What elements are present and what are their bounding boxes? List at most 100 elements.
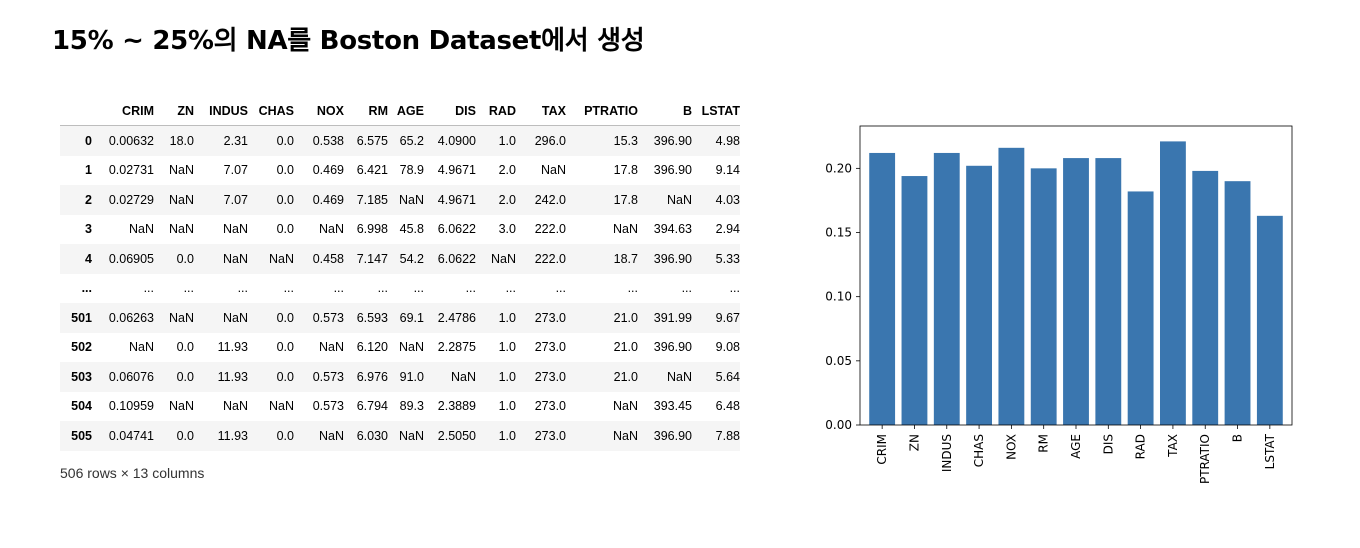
table-cell: NaN: [128, 340, 154, 355]
table-cell: ...: [729, 281, 740, 296]
table-cell: 6.575: [356, 133, 388, 148]
table-cell: 54.2: [399, 251, 424, 266]
table-cell: 21.0: [613, 369, 638, 384]
table-cell: 11.93: [217, 369, 248, 384]
table-cell: 2.3889: [437, 399, 476, 414]
table-cell: ...: [333, 281, 344, 296]
row-index: ...: [81, 281, 92, 296]
table-cell: NaN: [398, 192, 424, 207]
column-header: AGE: [388, 96, 424, 126]
table-cell: 2.31: [223, 133, 248, 148]
table-cell: 273.0: [534, 310, 566, 325]
chart-bar: [869, 152, 896, 426]
table-cell: 222.0: [534, 222, 566, 237]
table-cell: 2.0: [498, 163, 516, 178]
column-header: ZN: [154, 96, 194, 126]
table-row: 504 0.10959 NaN NaN NaN 0.573 6.794 89.3 2.3889 1…: [60, 391, 740, 421]
chart-bar: [933, 152, 960, 426]
table-cell: 0.0: [276, 133, 294, 148]
column-header: CHAS: [248, 96, 294, 126]
x-tick-label: RM: [1037, 434, 1051, 453]
x-tick-label: LSTAT: [1263, 433, 1277, 469]
table-cell: NaN: [318, 222, 344, 237]
row-index: 502: [71, 340, 92, 355]
row-index: 1: [85, 163, 92, 178]
column-header: CRIM: [92, 96, 154, 126]
table-row: 501 0.06263 NaN NaN 0.0 0.573 6.593 69.1 2.4786 1…: [60, 303, 740, 333]
table-cell: 222.0: [534, 251, 566, 266]
y-tick-label: 0.20: [825, 161, 852, 175]
table-cell: 7.147: [356, 251, 388, 266]
table-header: CRIM ZN INDUS CHAS NOX RM AGE DIS RAD TAX PTRATIO B…: [60, 96, 740, 126]
table-cell: 5.64: [715, 369, 740, 384]
table-cell: ...: [143, 281, 154, 296]
row-index: 504: [71, 399, 92, 414]
row-index: 4: [85, 251, 92, 266]
table-cell: NaN: [450, 369, 476, 384]
chart-bar: [1063, 158, 1089, 425]
row-index: 501: [71, 310, 92, 325]
table-cell: 1.0: [498, 133, 516, 148]
table-cell: 2.4786: [437, 310, 476, 325]
x-tick-label: PTRATIO: [1198, 434, 1212, 484]
table-cell: NaN: [168, 399, 194, 414]
table-cell: 11.93: [217, 428, 248, 443]
table-cell: 0.06905: [108, 251, 154, 266]
table-cell: 6.0622: [437, 251, 476, 266]
table-cell: 7.07: [223, 163, 248, 178]
table-cell: 1.0: [498, 369, 516, 384]
table-cell: NaN: [666, 192, 692, 207]
table-row: 0 0.00632 18.0 2.31 0.0 0.538 6.575 65.2 4.0900 1…: [60, 125, 740, 156]
table-row: 2 0.02729 NaN 7.07 0.0 0.469 7.185 NaN 4.9671 2.0…: [60, 185, 740, 215]
table-row: 503 0.06076 0.0 11.93 0.0 0.573 6.976 91.0 NaN 1.…: [60, 362, 740, 392]
table-cell: ...: [413, 281, 424, 296]
dataframe-shape-summary: 506 rows × 13 columns: [60, 465, 205, 481]
table-cell: 4.03: [715, 192, 740, 207]
table-cell: 0.02731: [108, 163, 154, 178]
table-cell: 2.94: [715, 222, 740, 237]
table-cell: NaN: [168, 310, 194, 325]
table-cell: 4.9671: [437, 163, 476, 178]
table-cell: NaN: [168, 163, 194, 178]
table-cell: ...: [237, 281, 248, 296]
y-tick-label: 0.10: [825, 290, 852, 304]
table-cell: 0.469: [312, 163, 344, 178]
table-cell: 0.06076: [108, 369, 154, 384]
column-header: B: [638, 96, 692, 126]
table-cell: 78.9: [399, 163, 424, 178]
table-cell: 0.0: [276, 310, 294, 325]
table-cell: 273.0: [534, 340, 566, 355]
table-cell: 21.0: [613, 340, 638, 355]
table-cell: 391.99: [653, 310, 692, 325]
table-cell: 0.538: [312, 133, 344, 148]
table-cell: 0.00632: [108, 133, 154, 148]
table-cell: 0.06263: [108, 310, 154, 325]
table-cell: 1.0: [498, 428, 516, 443]
column-header: TAX: [516, 96, 566, 126]
table-cell: 15.3: [613, 133, 638, 148]
table-cell: 0.458: [312, 251, 344, 266]
table-cell: 18.7: [613, 251, 638, 266]
x-tick-label: ZN: [907, 434, 921, 451]
table-cell: 0.02729: [108, 192, 154, 207]
x-tick-label: DIS: [1101, 434, 1115, 454]
table-row: 3 NaN NaN NaN 0.0 NaN 6.998 45.8 6.0622 3.0 222.0 N…: [60, 214, 740, 244]
table-cell: ...: [377, 281, 388, 296]
table-cell: NaN: [612, 428, 638, 443]
table-cell: 6.0622: [437, 222, 476, 237]
table-cell: NaN: [222, 222, 248, 237]
table-cell: 17.8: [613, 163, 638, 178]
y-tick-label: 0.15: [825, 226, 852, 240]
table-cell: NaN: [268, 399, 294, 414]
table-cell: 6.120: [356, 340, 388, 355]
table-cell: 0.573: [312, 369, 344, 384]
table-cell: 0.0: [276, 428, 294, 443]
x-tick-label: B: [1231, 434, 1245, 442]
table-cell: 0.0: [276, 222, 294, 237]
table-cell: 7.88: [715, 428, 740, 443]
chart-bar: [1256, 215, 1283, 425]
row-index: 3: [85, 222, 92, 237]
table-cell: 273.0: [534, 369, 566, 384]
column-header: RM: [344, 96, 388, 126]
table-cell: 21.0: [613, 310, 638, 325]
